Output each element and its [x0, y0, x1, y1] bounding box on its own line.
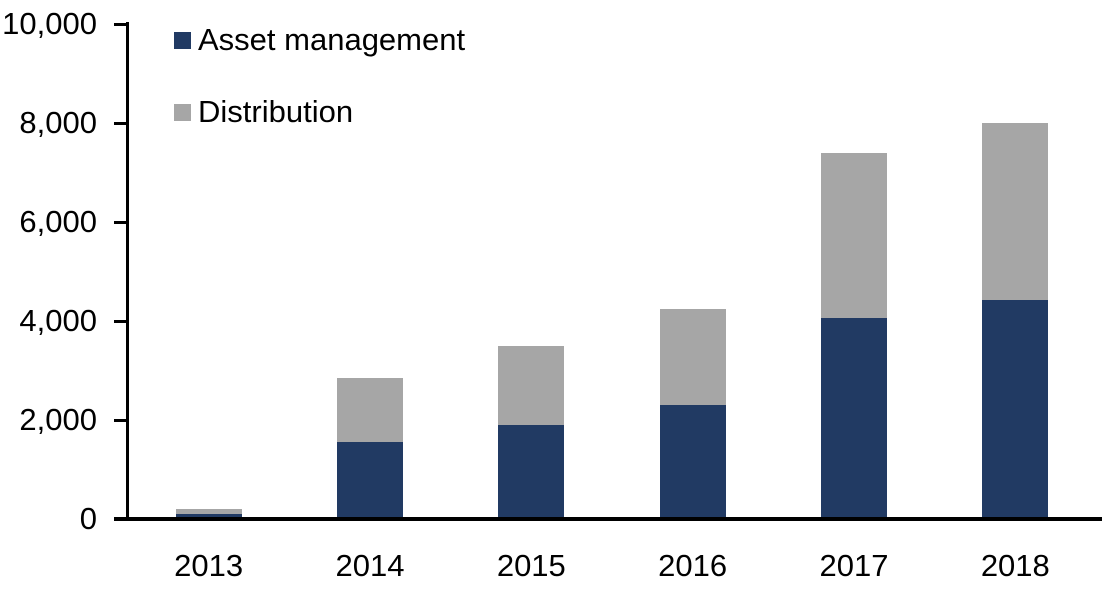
bar-group-2016 [612, 24, 773, 519]
stacked-bar-2017 [820, 152, 887, 519]
y-axis-tick-mark [114, 23, 127, 26]
x-axis-category-label: 2015 [496, 548, 566, 583]
y-axis-tick-mark [114, 221, 127, 224]
stacked-bar-2015 [498, 345, 565, 519]
bar-segment-distribution-2014 [336, 377, 403, 443]
y-axis-line [126, 22, 129, 521]
bar-group-2014 [289, 24, 450, 519]
legend-item-distribution: Distribution [174, 95, 465, 129]
bar-group-2013 [128, 24, 289, 519]
bar-segment-distribution-2016 [659, 308, 726, 405]
bar-segment-asset-management-2014 [336, 442, 403, 519]
stacked-bar-2014 [336, 377, 403, 519]
bar-segment-distribution-2017 [820, 152, 887, 319]
stacked-bar-2013 [175, 509, 242, 519]
plot-area [128, 24, 1096, 519]
y-axis-tick-mark [114, 419, 127, 422]
bar-segment-distribution-2015 [498, 345, 565, 425]
legend-label-asset-management: Asset management [198, 22, 466, 57]
bar-segment-distribution-2013 [175, 509, 242, 515]
bar-segment-asset-management-2017 [820, 318, 887, 519]
legend-label-distribution: Distribution [198, 94, 354, 129]
x-axis-line [114, 517, 1102, 521]
y-axis-tick-label: 10,000 [2, 6, 97, 41]
legend-swatch-distribution-icon [174, 103, 191, 121]
x-axis-category-label: 2013 [174, 548, 244, 583]
bar-segment-asset-management-2013 [175, 514, 242, 519]
bar-segment-asset-management-2018 [982, 299, 1049, 519]
x-axis-category-label: 2014 [335, 548, 405, 583]
bar-segment-asset-management-2016 [659, 404, 726, 519]
bar-group-2018 [935, 24, 1096, 519]
x-axis-category-label: 2017 [819, 548, 889, 583]
y-axis-tick-label: 0 [79, 501, 97, 536]
stacked-bar-2018 [982, 123, 1049, 519]
bar-segment-asset-management-2015 [498, 424, 565, 519]
y-axis-tick-mark [114, 320, 127, 323]
y-axis-tick-label: 8,000 [19, 105, 97, 140]
bar-group-2015 [451, 24, 612, 519]
bar-group-2017 [773, 24, 934, 519]
y-axis-tick-label: 2,000 [19, 402, 97, 437]
y-axis-tick-label: 6,000 [19, 204, 97, 239]
x-axis: 2013 2014 2015 2016 2017 2018 [128, 548, 1096, 584]
y-axis-tick-label: 4,000 [19, 303, 97, 338]
legend: Asset management Distribution [174, 23, 465, 129]
y-axis-tick-mark [114, 122, 127, 125]
legend-swatch-asset-management-icon [174, 31, 191, 49]
x-axis-category-label: 2018 [980, 548, 1050, 583]
legend-item-asset-management: Asset management [174, 23, 465, 57]
x-axis-category-label: 2016 [658, 548, 728, 583]
stacked-bar-2016 [659, 308, 726, 519]
bar-segment-distribution-2018 [982, 123, 1049, 300]
